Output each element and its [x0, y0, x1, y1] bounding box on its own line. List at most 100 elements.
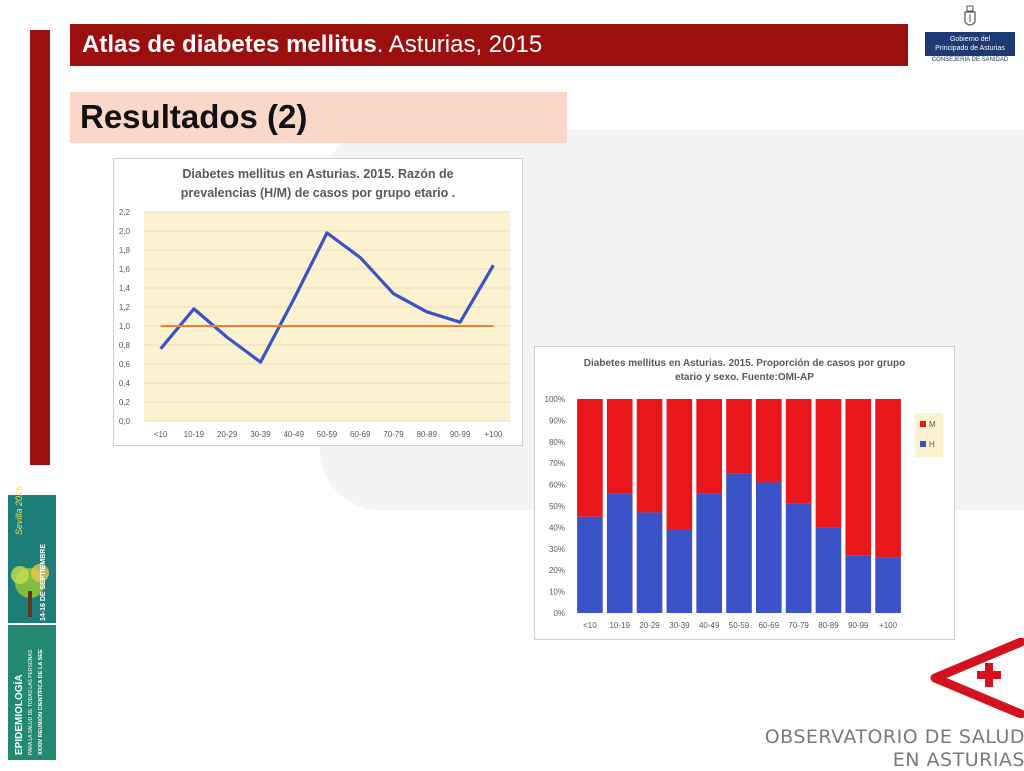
crest-icon — [964, 5, 976, 26]
bar-chart-svg: 0% 10% 20% 30% 40% 50% 60% 70% 80% 90% 100% <10 10-1… — [545, 395, 943, 630]
bar-xtick-label: 20-29 — [639, 621, 660, 630]
bar-ytick-label: 10% — [549, 588, 565, 597]
bar-segment-m — [666, 399, 693, 530]
legend-swatch-h — [920, 441, 926, 447]
government-logo-box: Gobierno del Principado de Asturias — [925, 32, 1015, 56]
bar-segment-m — [785, 399, 812, 504]
conference-poster: Sevilla 2016 14-16 DE SEPTIEMBRE EPIDEMI… — [8, 486, 56, 760]
line-ytick-label: 0,0 — [119, 417, 131, 426]
poster-title: EPIDEMIOLOGÍA — [14, 674, 25, 755]
bar-xtick-label: 80-89 — [818, 621, 839, 630]
line-xtick-label: 10-19 — [184, 430, 205, 439]
line-ytick-label: 1,6 — [119, 265, 131, 274]
poster-brand: Sevilla 2016 — [14, 485, 24, 535]
line-ytick-label: 0,8 — [119, 341, 131, 350]
bar-segment-h — [577, 516, 603, 613]
line-ytick-label: 0,4 — [119, 379, 131, 388]
bar-segment-m — [577, 399, 603, 517]
government-logo-line2: Principado de Asturias — [935, 45, 1005, 52]
poster-top-panel: Sevilla 2016 14-16 DE SEPTIEMBRE — [8, 486, 56, 623]
bar-xtick-label: 50-59 — [729, 621, 750, 630]
bar-ytick-label: 100% — [545, 395, 565, 404]
government-logo-line3: CONSEJERÍA DE SANIDAD — [931, 57, 1009, 63]
line-xtick-label: 30-39 — [250, 430, 271, 439]
line-ytick-label: 1,0 — [119, 322, 131, 331]
header-bar: Atlas de diabetes mellitus. Asturias, 20… — [70, 24, 908, 66]
line-xtick-label: <10 — [154, 430, 168, 439]
line-chart-svg: 0,0 0,2 0,4 0,6 0,8 1,0 1,2 1,4 1,6 1,8 2,0 2,2 <10 1… — [119, 208, 510, 439]
line-xtick-label: 80-89 — [417, 430, 438, 439]
left-accent-bar — [30, 30, 50, 465]
health-plus-icon — [930, 638, 1024, 718]
tree-icon — [11, 564, 49, 617]
line-ytick-label: 0,2 — [119, 398, 131, 407]
line-chart-title-line1: Diabetes mellitus en Asturias. 2015. Raz… — [182, 167, 454, 181]
line-xtick-label: 70-79 — [383, 430, 404, 439]
poster-bottom-panel: EPIDEMIOLOGÍA PARA LA SALUD DE TODAS LAS… — [8, 625, 56, 760]
header-title-rest: . Asturias, 2015 — [376, 31, 543, 58]
bar-segment-m — [875, 399, 901, 558]
bar-segment-m — [815, 399, 842, 528]
bar-xtick-label: 60-69 — [759, 621, 780, 630]
legend-label-h: H — [929, 440, 935, 449]
bar-xtick-label: 90-99 — [848, 621, 869, 630]
bar-ytick-label: 40% — [549, 523, 565, 532]
bar-segment-h — [845, 555, 872, 613]
bar-chart-title-line1: Diabetes mellitus en Asturias. 2015. Pro… — [583, 358, 906, 369]
bar-ytick-label: 20% — [549, 566, 565, 575]
line-xtick-label: 40-49 — [283, 430, 304, 439]
poster-dates: 14-16 DE SEPTIEMBRE — [40, 543, 47, 621]
line-ytick-label: 1,4 — [119, 284, 131, 293]
government-logo: Gobierno del Principado de Asturias CONS… — [925, 4, 1015, 64]
bar-ytick-label: 0% — [553, 609, 565, 618]
bar-xtick-label: 40-49 — [699, 621, 720, 630]
bar-segment-h — [875, 557, 901, 613]
line-ytick-label: 0,6 — [119, 360, 131, 369]
bar-segment-h — [726, 473, 752, 613]
section-title: Resultados (2) — [80, 98, 308, 135]
bar-segment-m — [636, 399, 663, 513]
line-plot-area — [144, 212, 510, 421]
line-ytick-label: 1,2 — [119, 303, 131, 312]
bar-xtick-label: 10-19 — [609, 621, 630, 630]
bar-segment-h — [606, 493, 633, 613]
line-chart-title: Diabetes mellitus en Asturias. 2015. Raz… — [114, 165, 522, 203]
header-title-bold: Atlas de diabetes mellitus — [82, 31, 377, 58]
bar-ytick-label: 60% — [549, 481, 565, 490]
ratio-line-chart: Diabetes mellitus en Asturias. 2015. Raz… — [113, 158, 523, 446]
bar-ytick-label: 90% — [549, 416, 565, 425]
line-xtick-label: 50-59 — [317, 430, 338, 439]
proportion-bar-chart: Diabetes mellitus en Asturias. 2015. Pro… — [534, 346, 955, 640]
government-logo-line1: Gobierno del — [949, 36, 991, 43]
line-ytick-label: 1,8 — [119, 246, 131, 255]
legend-label-m: M — [929, 420, 936, 429]
bar-ytick-label: 30% — [549, 545, 565, 554]
bar-xtick-label: 70-79 — [788, 621, 809, 630]
bar-segment-m — [606, 399, 633, 494]
bar-segment-h — [666, 529, 693, 613]
bar-ytick-label: 80% — [549, 438, 565, 447]
bar-segment-h — [815, 527, 842, 613]
poster-tagline: PARA LA SALUD DE TODAS LAS PERSONAS — [28, 649, 34, 755]
line-chart-title-line2: prevalencias (H/M) de casos por grupo et… — [180, 186, 456, 200]
bar-xtick-label: 30-39 — [669, 621, 690, 630]
poster-meeting: XXXIV REUNIÓN CIENTÍFICA DE LA SEE — [38, 649, 44, 755]
bar-chart-title-line2: etario y sexo. Fuente:OMI-AP — [675, 372, 814, 383]
bar-chart-title: Diabetes mellitus en Asturias. 2015. Pro… — [535, 357, 954, 385]
line-ytick-label: 2,0 — [119, 227, 131, 236]
observatorio-line2: EN ASTURIAS — [892, 749, 1024, 771]
line-xtick-label: 20-29 — [217, 430, 238, 439]
ratio-series-line — [159, 231, 495, 364]
line-xtick-label: +100 — [484, 430, 503, 439]
bar-segment-h — [696, 493, 723, 613]
bar-segment-m — [845, 399, 872, 556]
observatorio-line1: OBSERVATORIO DE SALUD — [764, 726, 1024, 748]
legend-swatch-m — [920, 421, 926, 427]
line-xtick-label: 90-99 — [450, 430, 471, 439]
bar-segment-m — [726, 399, 752, 474]
bar-legend-box — [915, 413, 943, 457]
section-title-box: Resultados (2) — [70, 92, 567, 143]
line-ytick-label: 2,2 — [119, 208, 131, 217]
bar-segment-h — [785, 503, 812, 613]
bar-xtick-label: +100 — [879, 621, 898, 630]
